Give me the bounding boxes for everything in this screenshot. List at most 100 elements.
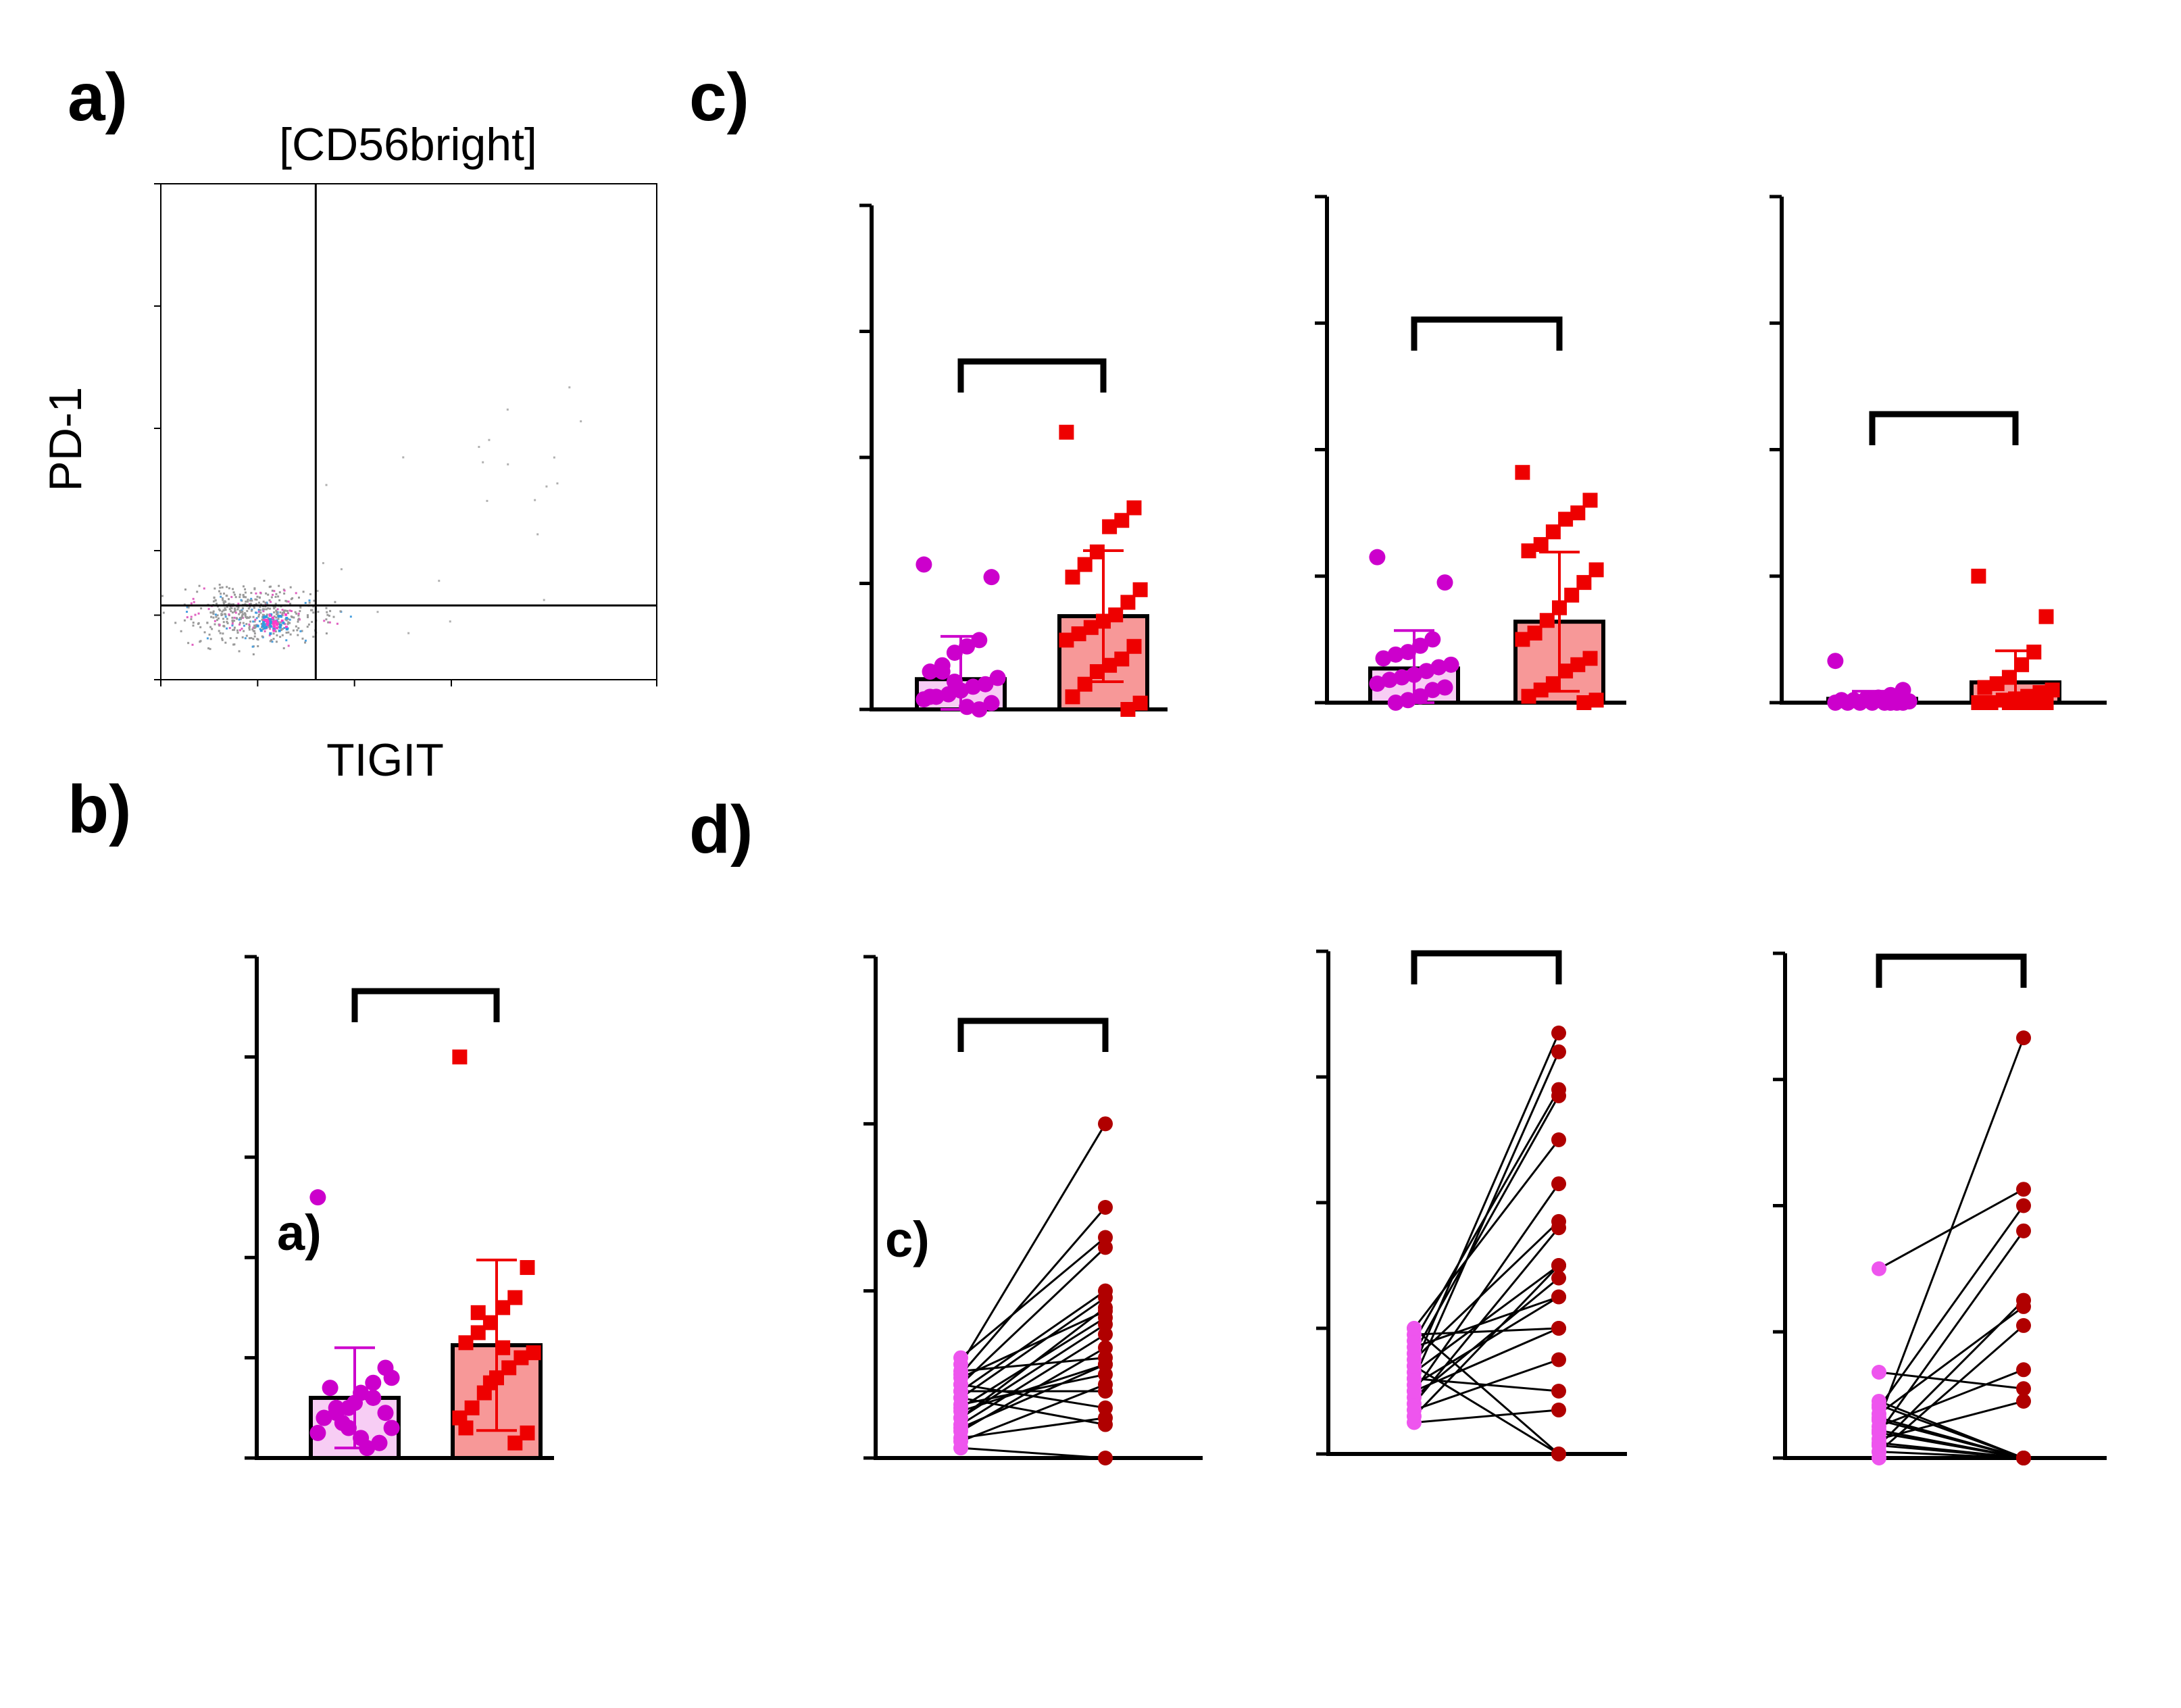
flow-event-dot: [239, 617, 241, 620]
pair-line: [1413, 1327, 1559, 1336]
data-point-hd: [1412, 688, 1429, 705]
flow-event-dot: [265, 603, 268, 605]
flow-event-dot: [299, 630, 302, 632]
flow-event-dot: [257, 638, 259, 641]
flow-event-dot-sparse: [580, 420, 582, 423]
data-point-cc: [1570, 657, 1586, 672]
flow-event-dot: [214, 623, 216, 626]
flow-event-dot: [220, 613, 223, 616]
flow-event-dot: [230, 607, 233, 609]
flow-event-dot: [283, 589, 286, 592]
pair-line: [959, 1207, 1107, 1376]
data-point-cc: [482, 1375, 498, 1390]
flow-event-dot: [183, 619, 186, 622]
flow-event-dot: [230, 596, 233, 599]
data-point-hd: [1882, 695, 1899, 711]
flow-event-dot: [254, 626, 257, 628]
flow-event-dot-dense: [272, 629, 276, 632]
data-point-pd1-neg: [1872, 1451, 1886, 1465]
flow-event-dot: [249, 603, 252, 605]
flow-event-dot: [210, 616, 213, 618]
flow-event-dot: [228, 587, 230, 590]
flow-event-dot: [221, 610, 224, 613]
flow-event-dot: [312, 611, 315, 614]
flow-event-dot: [274, 630, 277, 633]
data-point-cc: [1527, 626, 1543, 641]
flow-event-dot: [275, 609, 278, 612]
flow-event-dot: [313, 599, 316, 602]
data-point-hd: [383, 1420, 400, 1436]
flow-plot-title: [CD56bright]: [279, 119, 537, 170]
flow-event-dot-sparse: [536, 533, 539, 536]
flow-event-dot: [283, 609, 286, 612]
data-point-cc: [1570, 505, 1586, 521]
flow-event-dot: [290, 609, 293, 612]
flow-event-dot-sparse: [340, 568, 343, 571]
flow-event-dot: [250, 592, 253, 595]
data-point-pd1-pos: [1551, 1447, 1566, 1461]
flow-event-dot-dense: [271, 616, 274, 620]
flow-event-dot: [251, 608, 253, 611]
flow-event-dot: [239, 609, 241, 612]
flow-event-dot: [242, 585, 245, 588]
data-point-pd1-neg: [953, 1377, 968, 1392]
data-point-cc: [526, 1345, 541, 1361]
data-point-pd1-neg: [953, 1420, 968, 1436]
flow-event-dot: [266, 603, 268, 605]
flow-event-dot: [289, 586, 292, 588]
data-point-cc: [458, 1420, 474, 1436]
pair-line: [960, 1333, 1106, 1426]
flow-event-dot: [211, 611, 214, 614]
flow-event-dot: [275, 640, 278, 643]
flow-event-dot: [261, 635, 264, 638]
data-point-hd: [1375, 650, 1392, 667]
flow-event-dot: [226, 622, 229, 624]
flow-event-dot: [255, 592, 257, 595]
flow-event-dot: [249, 599, 251, 602]
flow-event-dot: [206, 637, 209, 640]
flow-event-dot: [272, 593, 274, 596]
pair-line: [1878, 1451, 2024, 1459]
flow-event-dot: [285, 631, 288, 634]
data-point-cc: [495, 1340, 511, 1355]
flow-event-dot: [218, 590, 221, 593]
flow-event-dot: [270, 601, 272, 603]
data-point-cc: [1588, 562, 1604, 578]
data-point-cc: [1059, 632, 1074, 648]
data-point-hd: [1369, 675, 1386, 692]
data-point-pd1-pos: [1098, 1326, 1113, 1342]
flow-event-dot: [299, 609, 301, 612]
data-point-cc: [1089, 664, 1105, 680]
pair-line: [1878, 1416, 2024, 1459]
flow-event-dot: [253, 624, 256, 627]
flow-event-dot: [233, 643, 236, 646]
data-point-hd: [1827, 653, 1844, 670]
flow-event-dot: [287, 600, 290, 603]
flow-event-dot: [259, 591, 262, 594]
data-point-pd1-neg: [1872, 1435, 1886, 1451]
flow-event-dot: [212, 610, 215, 613]
flow-event-dot-sparse: [556, 482, 559, 484]
flow-event-dot: [222, 618, 224, 620]
flow-event-dot-dense: [272, 622, 275, 625]
flow-event-dot: [276, 608, 279, 611]
flow-event-dot: [228, 608, 231, 611]
flow-event-dot: [230, 610, 232, 613]
flow-event-dot: [269, 607, 272, 610]
data-point-pd1-pos: [1551, 1132, 1566, 1147]
flow-event-dot: [222, 599, 224, 601]
pair-line: [1878, 1371, 2024, 1390]
data-point-cc: [2026, 695, 2042, 710]
flow-event-dot: [248, 626, 251, 629]
data-point-cc: [2014, 695, 2030, 710]
flow-event-dot: [241, 607, 244, 609]
data-point-hd: [989, 670, 1006, 686]
flow-event-dot: [250, 636, 253, 639]
flow-event-dot: [232, 628, 234, 631]
data-point-cc: [1102, 657, 1118, 673]
flow-event-dot: [251, 645, 254, 648]
flow-event-dot: [286, 612, 289, 615]
flow-event-dot: [307, 623, 310, 626]
flow-event-dot: [218, 624, 221, 626]
flow-event-dot: [349, 616, 352, 618]
